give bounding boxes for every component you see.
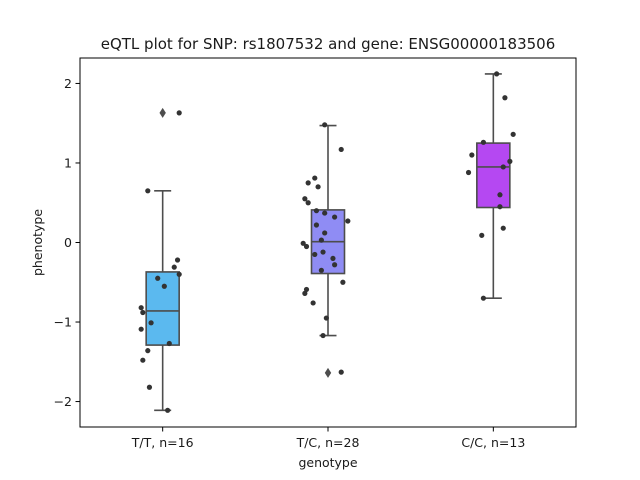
data-point	[338, 369, 344, 375]
data-point	[312, 251, 318, 258]
data-point	[479, 232, 485, 238]
data-point	[302, 290, 308, 296]
y-tick-label: 0	[64, 235, 72, 250]
data-point	[507, 158, 513, 164]
box-group-3	[465, 71, 516, 301]
y-axis-label: phenotype	[30, 209, 45, 276]
data-point	[500, 164, 506, 170]
data-point	[469, 152, 475, 158]
data-point	[138, 326, 144, 332]
x-tick-label: T/T, n=16	[131, 435, 194, 450]
data-point	[338, 146, 344, 153]
data-point	[480, 295, 487, 301]
data-point	[174, 257, 181, 263]
data-point	[465, 169, 472, 176]
data-point	[332, 214, 338, 220]
data-point	[155, 275, 161, 281]
data-point	[305, 180, 311, 186]
data-point	[318, 237, 324, 243]
data-point	[161, 283, 167, 289]
data-point	[176, 110, 182, 116]
data-point	[323, 315, 329, 321]
box-group-2	[300, 122, 351, 378]
data-point	[303, 286, 310, 293]
data-point	[140, 357, 146, 363]
data-point	[138, 305, 144, 311]
data-point	[318, 267, 324, 273]
data-point	[300, 240, 306, 246]
data-point	[310, 300, 316, 306]
data-point	[332, 262, 338, 268]
data-point	[322, 210, 328, 216]
data-point	[146, 384, 153, 390]
data-point	[494, 71, 500, 77]
data-point	[320, 332, 326, 339]
data-point	[480, 139, 487, 145]
y-axis: −2 −1 0 1 2	[54, 76, 80, 409]
data-point	[345, 218, 351, 224]
data-point	[502, 95, 508, 101]
data-point	[313, 208, 320, 214]
data-point	[165, 407, 171, 413]
data-point	[140, 309, 146, 316]
plot-area	[138, 71, 516, 413]
iqr-box	[145, 271, 180, 346]
data-point	[145, 348, 151, 354]
x-tick-label: T/C, n=28	[296, 435, 360, 450]
iqr-box	[476, 142, 511, 209]
x-axis-label: genotype	[298, 455, 357, 470]
y-tick-label: 1	[64, 155, 72, 170]
x-axis: T/T, n=16 T/C, n=28 C/C, n=13	[131, 427, 525, 450]
data-point	[330, 255, 336, 262]
y-tick-label: 2	[64, 76, 72, 91]
data-point	[340, 279, 346, 285]
data-point	[322, 230, 328, 236]
data-point	[497, 204, 503, 210]
data-point	[315, 184, 321, 190]
y-tick-label: −1	[54, 315, 72, 330]
data-point	[497, 192, 503, 198]
data-point	[176, 271, 182, 277]
data-point	[322, 122, 328, 128]
data-point	[166, 340, 172, 347]
data-point	[303, 243, 310, 250]
data-point	[312, 175, 318, 181]
data-point	[171, 264, 177, 270]
data-point	[500, 225, 506, 231]
data-point	[302, 196, 308, 202]
y-tick-label: −2	[54, 394, 72, 409]
chart-title: eQTL plot for SNP: rs1807532 and gene: E…	[101, 35, 556, 53]
x-tick-label: C/C, n=13	[461, 435, 525, 450]
data-point	[510, 131, 516, 137]
data-point	[313, 222, 320, 228]
data-point	[305, 200, 311, 206]
outlier-marker	[159, 107, 166, 118]
outlier-marker	[324, 367, 332, 378]
data-point	[145, 188, 151, 194]
data-point	[148, 320, 154, 326]
box-group-1	[138, 107, 182, 413]
data-point	[320, 249, 326, 255]
